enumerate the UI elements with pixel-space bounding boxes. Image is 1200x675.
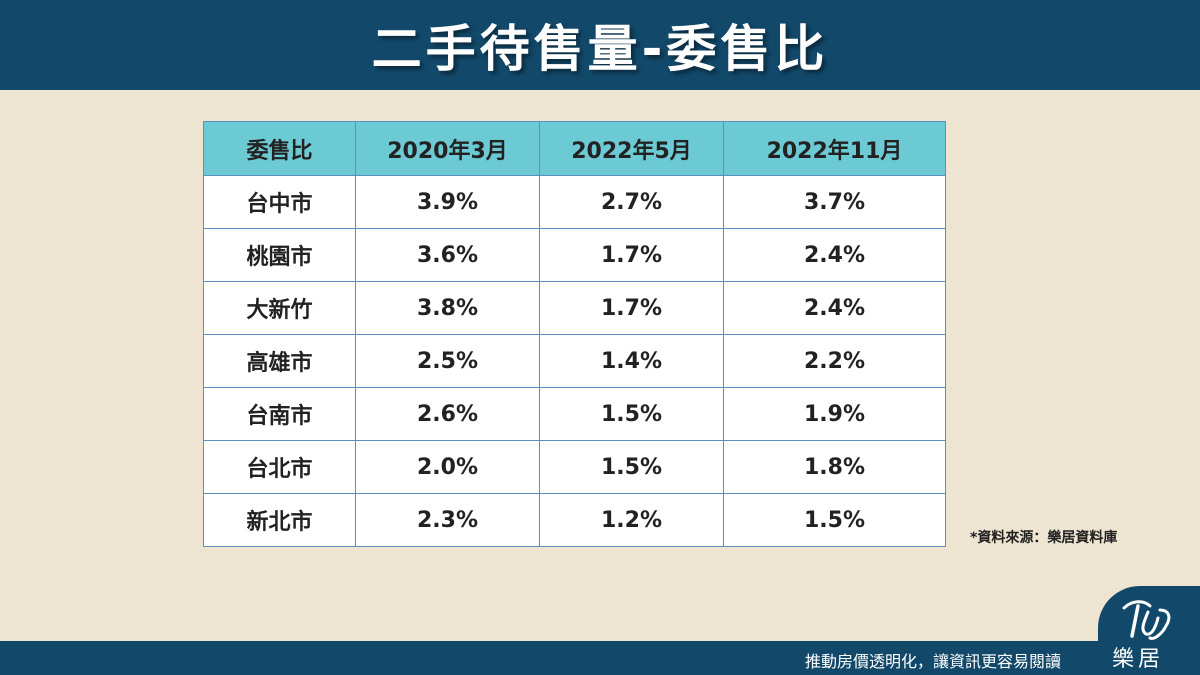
value-cell: 2.5%	[355, 334, 540, 388]
city-cell: 台南市	[203, 387, 356, 441]
value-cell: 3.7%	[723, 175, 946, 229]
header-bar: 二手待售量-委售比	[0, 0, 1200, 90]
value-cell: 1.5%	[539, 440, 724, 494]
city-cell: 桃園市	[203, 228, 356, 282]
value-cell: 2.2%	[723, 334, 946, 388]
table-row: 新北市 2.3% 1.2% 1.5%	[203, 493, 946, 547]
value-cell: 2.7%	[539, 175, 724, 229]
table-row: 台中市 3.9% 2.7% 3.7%	[203, 175, 946, 229]
value-cell: 1.8%	[723, 440, 946, 494]
source-note: *資料來源：樂居資料庫	[970, 530, 1118, 546]
value-cell: 2.0%	[355, 440, 540, 494]
value-cell: 1.9%	[723, 387, 946, 441]
brand-mark-icon	[1122, 600, 1171, 640]
city-cell: 台中市	[203, 175, 356, 229]
table-header-row: 委售比 2020年3月 2022年5月 2022年11月	[203, 121, 946, 176]
table-row: 大新竹 3.8% 1.7% 2.4%	[203, 281, 946, 335]
column-header: 2022年5月	[539, 121, 724, 176]
column-header: 2020年3月	[355, 121, 540, 176]
value-cell: 2.6%	[355, 387, 540, 441]
footer-bar: 推動房價透明化，讓資訊更容易閱讀	[0, 641, 1200, 675]
table-row: 台北市 2.0% 1.5% 1.8%	[203, 440, 946, 494]
footer-slogan: 推動房價透明化，讓資訊更容易閱讀	[805, 652, 1062, 671]
page-title: 二手待售量-委售比	[371, 20, 829, 78]
column-header: 委售比	[203, 121, 356, 176]
city-cell: 新北市	[203, 493, 356, 547]
value-cell: 3.9%	[355, 175, 540, 229]
value-cell: 3.8%	[355, 281, 540, 335]
table-row: 高雄市 2.5% 1.4% 2.2%	[203, 334, 946, 388]
logo-text: 樂居	[1112, 647, 1165, 672]
value-cell: 2.4%	[723, 228, 946, 282]
table-row: 台南市 2.6% 1.5% 1.9%	[203, 387, 946, 441]
brand-logo: 樂居	[1098, 586, 1200, 675]
value-cell: 3.6%	[355, 228, 540, 282]
value-cell: 1.2%	[539, 493, 724, 547]
value-cell: 1.5%	[539, 387, 724, 441]
value-cell: 1.4%	[539, 334, 724, 388]
city-cell: 大新竹	[203, 281, 356, 335]
column-header: 2022年11月	[723, 121, 946, 176]
table-row: 桃園市 3.6% 1.7% 2.4%	[203, 228, 946, 282]
city-cell: 高雄市	[203, 334, 356, 388]
value-cell: 1.7%	[539, 228, 724, 282]
value-cell: 1.7%	[539, 281, 724, 335]
value-cell: 1.5%	[723, 493, 946, 547]
value-cell: 2.3%	[355, 493, 540, 547]
consignment-ratio-table: 委售比 2020年3月 2022年5月 2022年11月 台中市 3.9% 2.…	[203, 121, 946, 547]
city-cell: 台北市	[203, 440, 356, 494]
value-cell: 2.4%	[723, 281, 946, 335]
